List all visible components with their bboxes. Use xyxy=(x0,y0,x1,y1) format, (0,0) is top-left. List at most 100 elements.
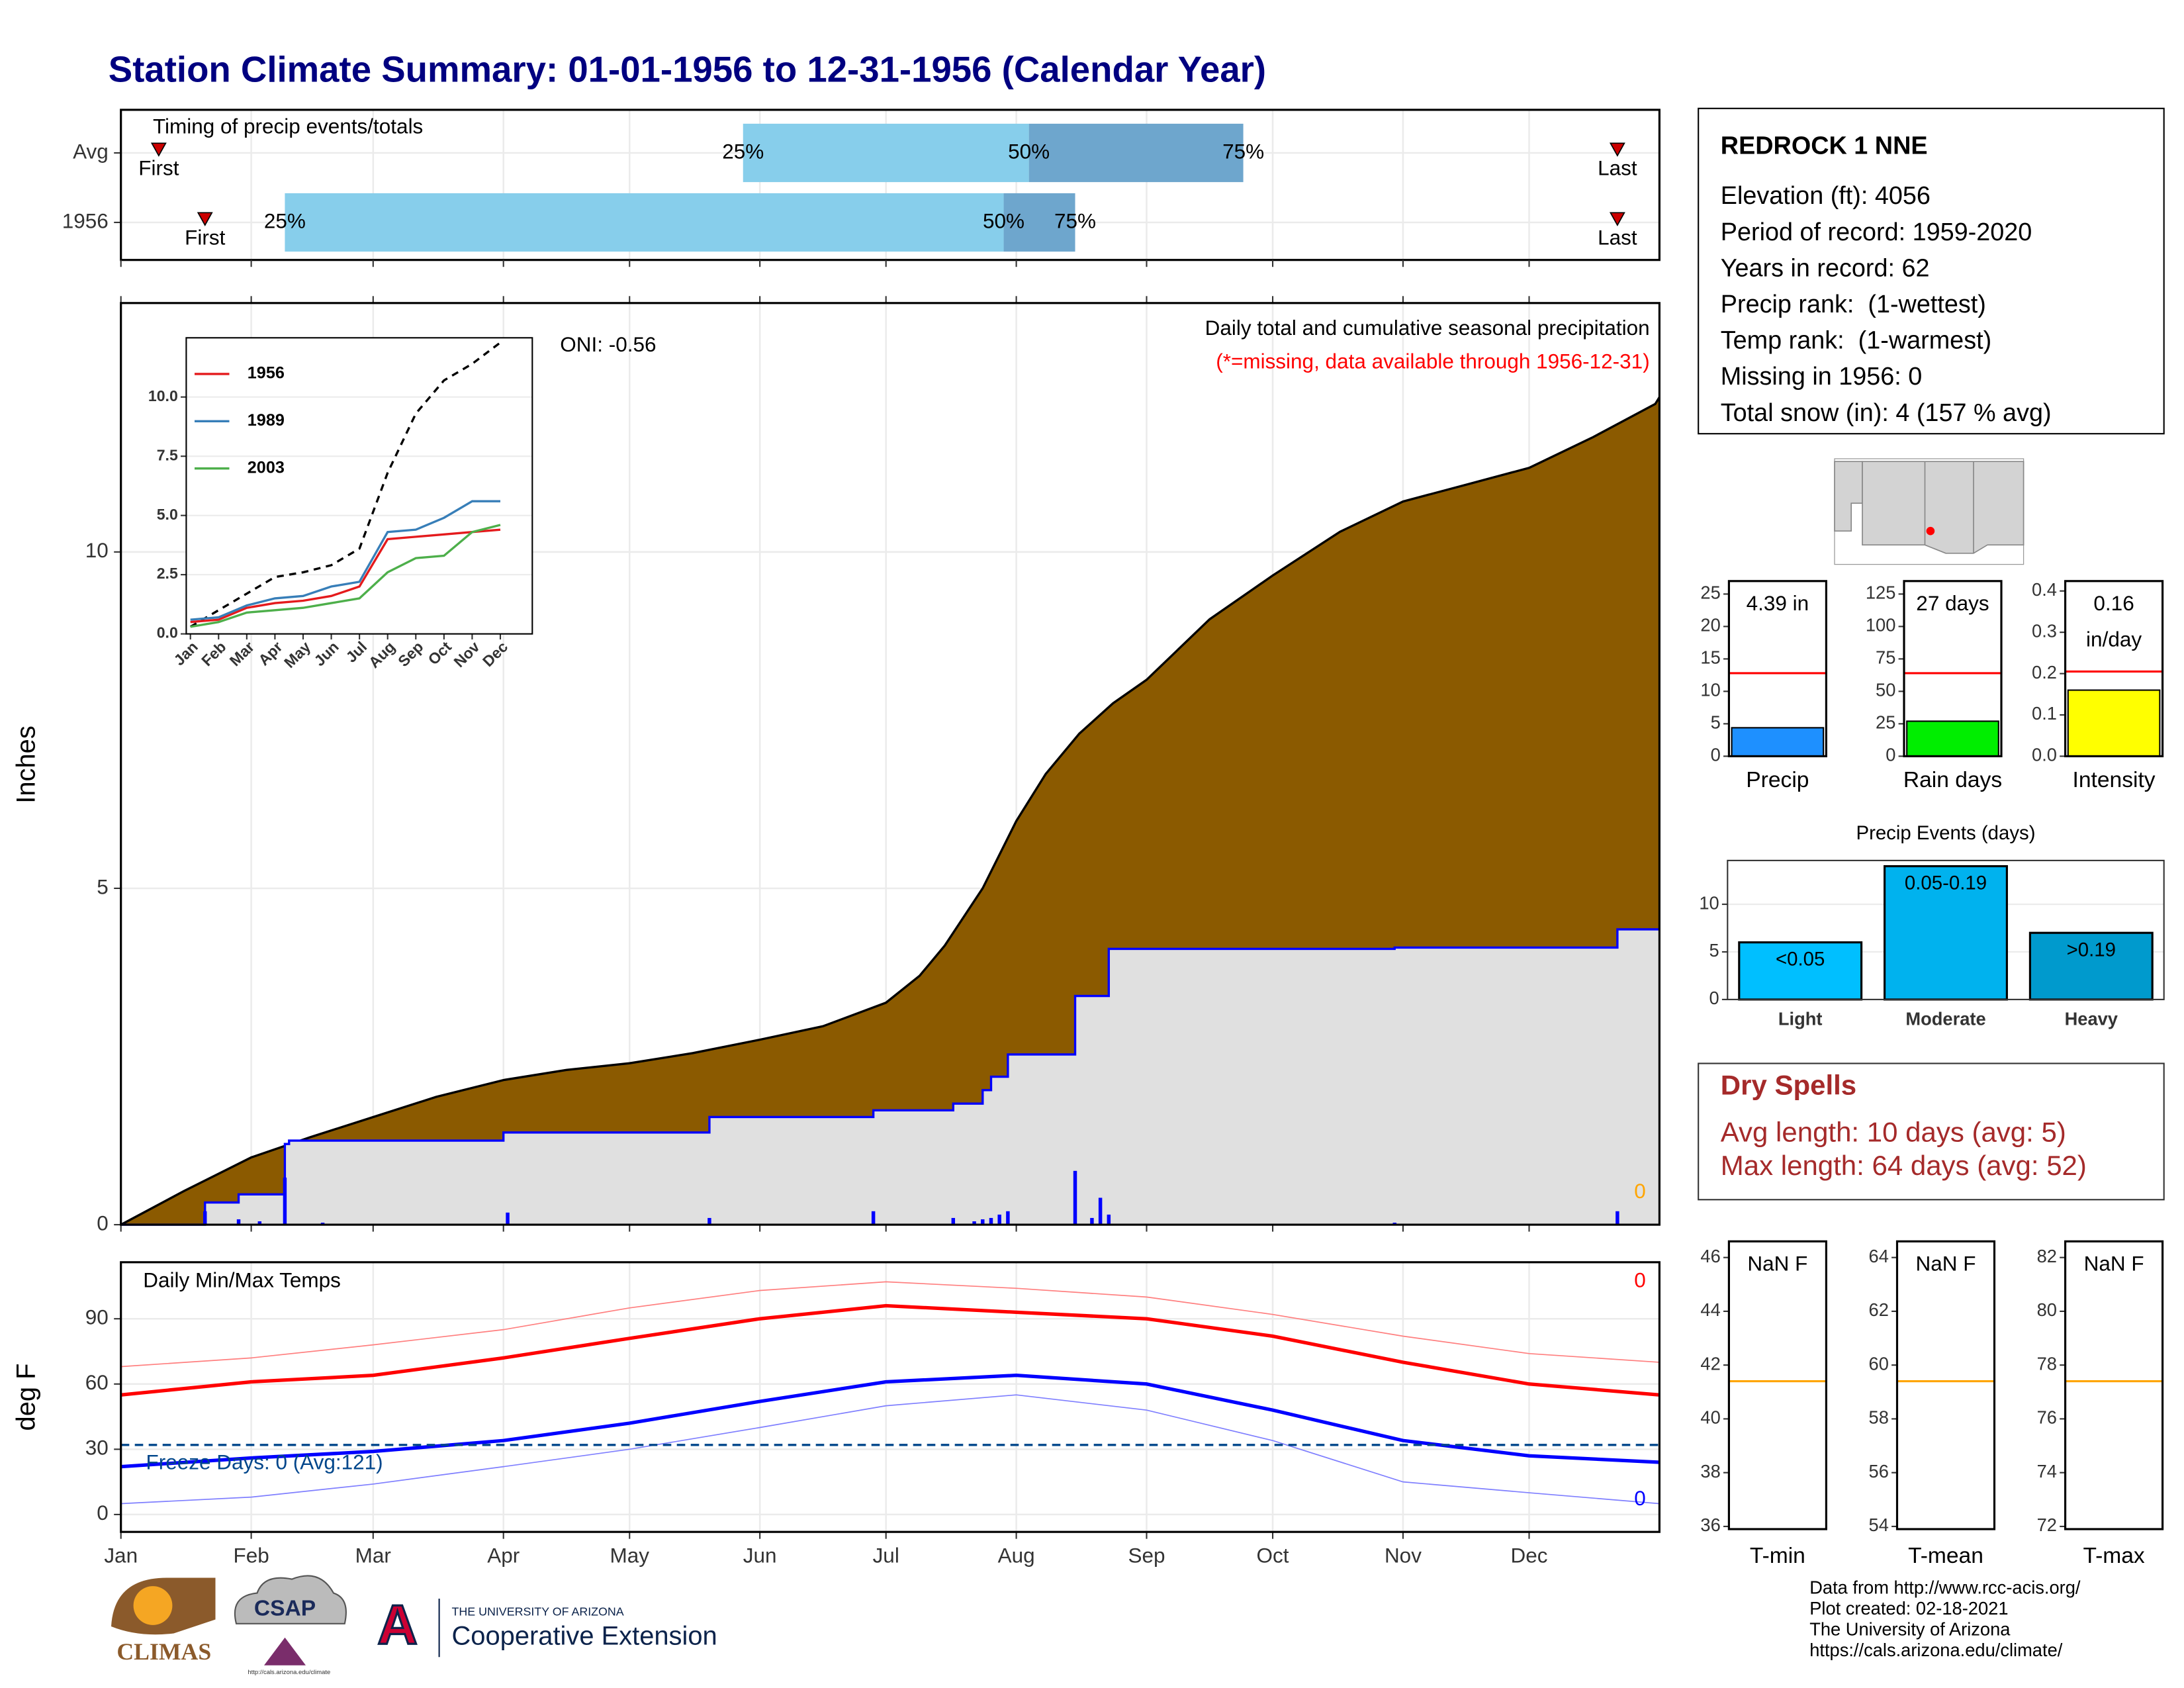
mini-frame xyxy=(2065,1241,2163,1529)
mini-border xyxy=(1903,580,2003,757)
y-tick-label: 0 xyxy=(1709,988,1719,1008)
y-tick-label: 90 xyxy=(85,1305,109,1329)
x-tick-label: Nov xyxy=(1385,1543,1422,1567)
station-dot xyxy=(1926,526,1935,536)
y-tick-label: 74 xyxy=(2037,1461,2057,1481)
timing-marker xyxy=(1609,142,1625,157)
y-tick-label: 64 xyxy=(1869,1246,1889,1266)
freeze-annotation: Freeze Days: 0 (Avg:121) xyxy=(146,1450,383,1474)
y-tick-label: 0 xyxy=(1886,745,1895,765)
x-tick-label: Jul xyxy=(873,1543,899,1567)
y-tick-label: 30 xyxy=(85,1436,109,1460)
value-label-box: 0.16 in/day xyxy=(2086,592,2142,652)
legend-label: 1989 xyxy=(248,411,285,430)
y-tick-label: 5 xyxy=(97,874,109,898)
footer-line: https://cals.arizona.edu/climate/ xyxy=(1809,1640,2063,1660)
csap-mountain xyxy=(264,1637,306,1665)
daily-bar xyxy=(1107,1214,1111,1225)
chart-title: Daily Min/Max Temps xyxy=(143,1268,341,1292)
y-tick-label: 10.0 xyxy=(148,387,178,404)
station-info: Precip rank: (1-wettest) xyxy=(1721,291,1986,318)
y-axis-label: Inches xyxy=(12,726,41,803)
station-info: Elevation (ft): 4056 xyxy=(1721,182,1931,210)
timing-marker xyxy=(1609,212,1625,226)
y-tick-label: 10 xyxy=(1699,892,1719,913)
temp-line xyxy=(120,1374,1660,1469)
y-tick-label: Avg xyxy=(73,139,109,163)
mini-frame xyxy=(1897,1241,1995,1529)
x-tick-label: Dec xyxy=(1510,1543,1547,1567)
plot-border xyxy=(120,1261,1661,1533)
y-tick-label: 62 xyxy=(1869,1299,1889,1320)
daily-bar xyxy=(871,1211,876,1225)
quartile-label: 75% xyxy=(1054,209,1096,232)
y-tick-label: 0.1 xyxy=(2032,703,2057,724)
bar xyxy=(2067,689,2161,757)
daily-bar xyxy=(951,1217,956,1225)
box-annotation: NaN F xyxy=(1747,1251,1807,1275)
x-tick-label: Aug xyxy=(998,1543,1035,1567)
y-tick-label: 100 xyxy=(1866,615,1896,635)
oni-annotation: ONI: -0.56 xyxy=(560,332,656,356)
y-tick-label: 36 xyxy=(1700,1515,1720,1535)
timing-marker xyxy=(150,142,167,157)
station-info: Temp rank: (1-warmest) xyxy=(1721,327,1991,355)
daily-bar xyxy=(972,1221,976,1225)
daily-bar xyxy=(236,1219,241,1225)
y-tick-label: 40 xyxy=(1700,1407,1720,1428)
category-label: T-max xyxy=(2083,1544,2144,1568)
value-label: 0.16 in/day xyxy=(2086,592,2142,652)
daily-bar xyxy=(1006,1211,1010,1225)
quartile-bar xyxy=(1028,123,1244,183)
y-tick-label: 0 xyxy=(97,1211,109,1235)
bar xyxy=(1906,720,1999,757)
marker-label: First xyxy=(138,156,179,180)
daily-bar xyxy=(506,1212,510,1225)
plot-frame xyxy=(120,1262,1660,1532)
y-tick-label: 46 xyxy=(1700,1246,1720,1266)
inset-frame xyxy=(186,338,533,634)
y-tick-label: 72 xyxy=(2037,1515,2057,1535)
quartile-label: 50% xyxy=(983,209,1024,232)
min-missing: 0 xyxy=(1634,1486,1646,1510)
mini-frame xyxy=(1729,1241,1827,1529)
x-tick-label: Oct xyxy=(1257,1543,1289,1567)
x-tick-label: May xyxy=(610,1543,650,1567)
mini-frame xyxy=(1729,581,1827,757)
daily-bar xyxy=(1073,1170,1077,1225)
quartile-label: 25% xyxy=(722,139,764,163)
category-label: T-min xyxy=(1750,1544,1805,1568)
quartile-bar xyxy=(1003,193,1075,252)
y-tick-label: 76 xyxy=(2037,1407,2057,1428)
x-tick-label: Sep xyxy=(1128,1543,1165,1567)
category-label: Moderate xyxy=(1905,1009,1985,1029)
y-tick-label: 54 xyxy=(1869,1515,1889,1535)
chart-subtitle: (*=missing, data available through 1956-… xyxy=(1216,349,1649,373)
mini-border xyxy=(1727,580,1827,757)
bin-label: 0.05-0.19 xyxy=(1905,872,1987,894)
category-label: Light xyxy=(1778,1009,1823,1029)
y-tick-label: 56 xyxy=(1869,1461,1889,1481)
daily-bar xyxy=(1615,1211,1619,1225)
inset-line xyxy=(190,528,501,624)
ua-mark: A xyxy=(377,1593,418,1656)
daily-bar xyxy=(997,1214,1001,1225)
y-tick-label: 60 xyxy=(1869,1353,1889,1374)
station-info: Missing in 1956: 0 xyxy=(1721,363,1923,391)
y-tick-label: 44 xyxy=(1700,1299,1720,1320)
map-state xyxy=(1862,461,2025,554)
daily-bar xyxy=(981,1219,985,1225)
y-tick-label: 25 xyxy=(1700,583,1720,603)
mini-border xyxy=(2064,1240,2164,1530)
y-tick-label: 60 xyxy=(85,1370,109,1394)
daily-bar xyxy=(1090,1217,1094,1225)
inset-line xyxy=(190,524,501,628)
y-axis-label: deg F xyxy=(12,1364,41,1431)
y-tick-label: 1956 xyxy=(62,209,109,232)
category-label: T-mean xyxy=(1908,1544,1983,1568)
category-label: Heavy xyxy=(2065,1009,2118,1029)
box-annotation: NaN F xyxy=(2084,1251,2144,1275)
plot-border xyxy=(120,302,1661,1226)
station-info: Total snow (in): 4 (157 % avg) xyxy=(1721,399,2052,427)
ua-name: THE UNIVERSITY OF ARIZONA xyxy=(452,1605,624,1618)
